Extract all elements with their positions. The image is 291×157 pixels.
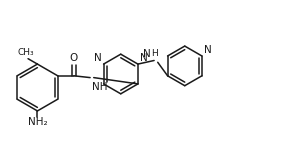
Text: N: N: [140, 53, 148, 63]
Text: N: N: [94, 53, 102, 63]
Text: NH: NH: [92, 82, 107, 92]
Text: CH₃: CH₃: [18, 48, 35, 57]
Text: N: N: [143, 49, 151, 59]
Text: O: O: [70, 53, 78, 63]
Text: N: N: [204, 45, 212, 54]
Text: NH₂: NH₂: [28, 117, 47, 127]
Text: H: H: [151, 49, 157, 58]
